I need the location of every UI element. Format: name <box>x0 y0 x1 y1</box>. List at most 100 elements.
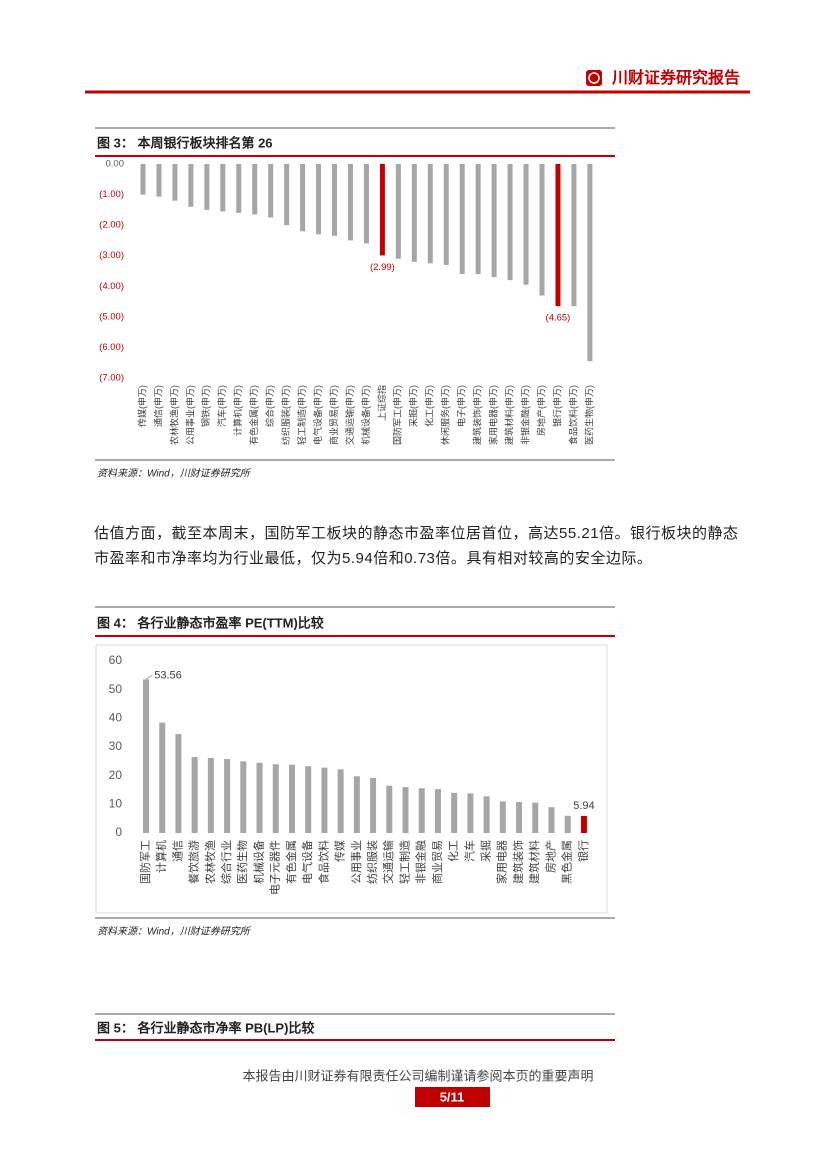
x-tick-label: 有色金属(申万) <box>248 385 259 445</box>
bar <box>175 734 182 833</box>
bar <box>252 164 258 215</box>
bar <box>337 769 344 833</box>
x-tick-label: 纺织服装(申万) <box>280 385 291 445</box>
figure-title: 图 3： 本周银行板块排名第 26 <box>97 135 273 150</box>
bar <box>370 777 377 833</box>
bar <box>386 785 393 833</box>
bar <box>532 802 539 833</box>
x-tick-label: 房地产(申万) <box>535 385 546 436</box>
x-tick-label: 采掘 <box>479 840 493 862</box>
y-tick-label: 10 <box>109 797 123 811</box>
figure-title: 图 5： 各行业静态市净率 PB(LP)比较 <box>97 1020 314 1035</box>
bar <box>427 164 433 264</box>
x-tick-label: 医药生物(申万) <box>583 385 594 445</box>
paragraph: 估值方面，截至本周末，国防军工板块的静态市盈率位居首位，高达55.21倍。银行板… <box>94 525 739 567</box>
y-tick-label: (6.00) <box>99 342 124 353</box>
chart-frame <box>95 644 608 914</box>
bar <box>418 788 425 833</box>
header-title: 川财证券研究报告 <box>611 68 740 87</box>
bar <box>305 766 312 833</box>
x-tick-label: 通信(申万) <box>152 385 163 427</box>
x-tick-label: 通信 <box>171 840 184 862</box>
x-tick-label: 建筑材料(申万) <box>503 385 514 445</box>
x-tick-label: 国防军工(申万) <box>392 385 403 445</box>
x-tick-label: 综合行业 <box>219 840 233 884</box>
logo-mark <box>588 72 600 84</box>
x-tick-label: 建筑装饰(申万) <box>472 385 483 445</box>
x-tick-label: 机械设备(申万) <box>360 385 371 445</box>
x-tick-label: 餐饮旅游 <box>187 840 201 884</box>
y-tick-label: 40 <box>109 711 123 725</box>
bar <box>224 759 231 833</box>
figure-title: 图 4： 各行业静态市盈率 PE(TTM)比较 <box>97 615 324 630</box>
bar <box>140 164 146 195</box>
bar <box>353 776 360 833</box>
x-tick-label: 化工(申万) <box>424 385 435 427</box>
value-label: 53.56 <box>154 669 182 681</box>
bar <box>363 164 369 244</box>
x-tick-label: 钢铁(申万) <box>200 385 211 427</box>
bar <box>523 164 529 285</box>
x-tick-label: 建筑材料 <box>527 840 541 884</box>
bar <box>268 164 274 218</box>
y-tick-label: (4.00) <box>99 281 124 292</box>
x-tick-label: 公用事业(申万) <box>184 385 195 445</box>
y-tick-label: 20 <box>109 768 123 782</box>
x-tick-label: 纺织服装 <box>365 840 379 884</box>
x-tick-label: 家用电器(申万) <box>487 385 498 445</box>
bar <box>507 164 513 281</box>
bar <box>548 807 555 833</box>
bar <box>564 815 571 833</box>
y-tick-label: 0.00 <box>106 159 125 170</box>
x-tick-label: 电子(申万) <box>456 385 467 427</box>
y-tick-label: 50 <box>109 682 123 696</box>
y-tick-label: (7.00) <box>99 373 124 384</box>
footer-disclaimer: 本报告由川财证券有限责任公司编制谨请参阅本页的重要声明 <box>242 1068 593 1083</box>
bar <box>191 757 198 833</box>
bar <box>284 164 290 226</box>
bar <box>499 801 506 833</box>
bar <box>272 764 279 833</box>
x-tick-label: 有色金属 <box>284 840 298 884</box>
x-tick-label: 交通运输 <box>381 840 395 884</box>
bar <box>321 767 328 833</box>
x-tick-label: 黑色金属 <box>560 840 574 884</box>
bar <box>288 764 295 833</box>
x-tick-label: 上证综指 <box>376 385 387 421</box>
bar <box>402 787 409 833</box>
y-tick-label: 0 <box>115 825 122 839</box>
bar <box>172 164 178 201</box>
page-number: 5/11 <box>440 1089 465 1104</box>
leader-line <box>145 675 153 680</box>
x-tick-label: 国防军工 <box>138 840 152 884</box>
x-tick-label: 轻工制造(申万) <box>296 385 307 445</box>
bar <box>467 793 474 833</box>
x-tick-label: 非银金融 <box>414 840 428 884</box>
x-tick-label: 银行 <box>576 840 590 862</box>
x-tick-label: 汽车 <box>462 840 476 862</box>
y-tick-label: 60 <box>109 653 123 667</box>
x-tick-label: 传媒 <box>334 840 347 862</box>
bar <box>516 802 523 833</box>
y-tick-label: (3.00) <box>99 250 124 261</box>
x-tick-label: 交通运输(申万) <box>344 385 355 445</box>
bar <box>443 164 449 265</box>
bar <box>204 164 210 210</box>
x-tick-label: 汽车(申万) <box>216 385 227 427</box>
x-tick-label: 综合(申万) <box>264 385 275 427</box>
bar <box>395 164 401 259</box>
bar <box>379 164 385 256</box>
bar <box>332 164 338 236</box>
x-tick-label: 机械设备 <box>251 840 265 884</box>
x-tick-label: 化工 <box>446 840 460 862</box>
bar <box>236 164 242 213</box>
bar <box>316 164 322 235</box>
x-tick-label: 公用事业 <box>350 840 363 884</box>
x-tick-label: 传媒(申万) <box>136 385 147 427</box>
x-tick-label: 采掘(申万) <box>408 385 419 427</box>
x-tick-label: 计算机(申万) <box>232 385 243 436</box>
x-tick-label: 计算机 <box>154 840 168 873</box>
value-label: 5.94 <box>573 800 594 812</box>
